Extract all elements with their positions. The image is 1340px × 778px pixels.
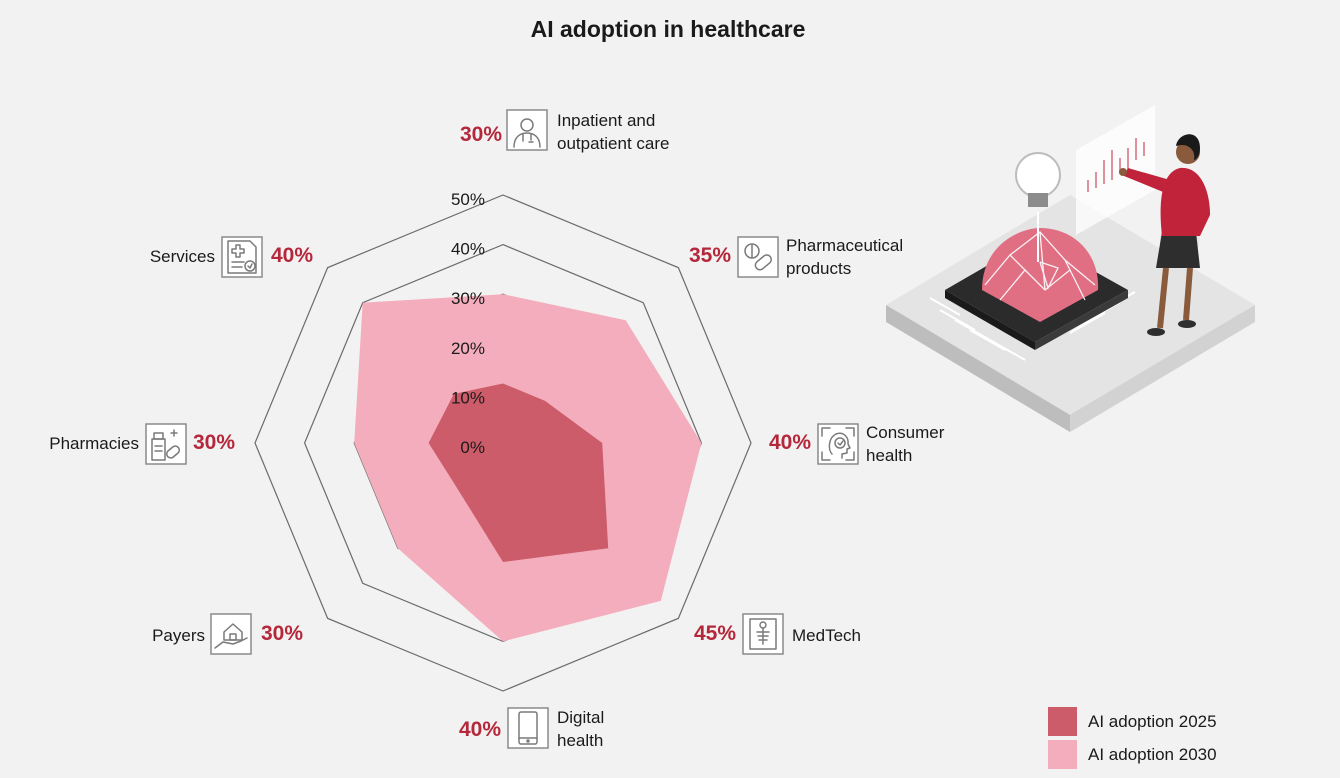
category-3: 45% MedTech: [694, 613, 861, 655]
category-value-label: 40%: [769, 431, 811, 454]
medical-document-icon: [221, 236, 263, 278]
legend: AI adoption 2025 AI adoption 2030: [1048, 707, 1217, 769]
legend-label-2025: AI adoption 2025: [1088, 712, 1217, 731]
category-2: 40% Consumer health: [769, 423, 945, 465]
grid-ring-50: [254, 194, 752, 692]
radial-tick-label: 50%: [451, 190, 485, 209]
chart-title: AI adoption in healthcare: [531, 16, 806, 42]
category-5: 30% Payers: [152, 613, 303, 655]
category-value-label: 30%: [460, 123, 502, 146]
radial-tick-label: 0%: [460, 438, 485, 457]
legend-label-2030: AI adoption 2030: [1088, 745, 1217, 764]
category-labels: 30% Inpatient and outpatient care 35% Pharma…: [49, 109, 945, 750]
category-value-label: 35%: [689, 244, 731, 267]
category-label: Consumer health: [866, 423, 945, 465]
category-4: 40% Digital health: [459, 707, 604, 750]
category-0: 30% Inpatient and outpatient care: [460, 109, 669, 153]
category-value-label: 30%: [193, 431, 235, 454]
category-label: Pharmaceutical products: [786, 236, 903, 278]
xray-icon: [742, 613, 784, 655]
legend-swatch-2030: [1048, 740, 1077, 769]
smartphone-icon: [507, 707, 549, 749]
category-1: 35% Pharmaceutical products: [689, 236, 903, 278]
category-label: MedTech: [792, 626, 861, 645]
pills-icon: [737, 236, 779, 278]
ai-chip-brain-illustration: [886, 105, 1255, 432]
category-value-label: 30%: [261, 622, 303, 645]
category-value-label: 40%: [271, 244, 313, 267]
radial-ticks: 0% 10% 20% 30% 40% 50%: [451, 190, 485, 457]
radial-tick-label: 10%: [451, 388, 485, 407]
radial-tick-label: 20%: [451, 339, 485, 358]
category-6: 30% Pharmacies: [49, 423, 235, 465]
category-label: Digital health: [557, 708, 604, 750]
category-label: Inpatient and outpatient care: [557, 111, 669, 153]
category-label: Pharmacies: [49, 434, 139, 453]
face-scan-icon: [817, 423, 859, 465]
category-value-label: 45%: [694, 622, 736, 645]
category-label: Payers: [152, 626, 205, 645]
doctor-icon: [506, 109, 548, 151]
radial-tick-label: 40%: [451, 240, 485, 259]
medicine-bottle-icon: [145, 423, 187, 465]
radar-series: [354, 294, 702, 642]
category-7: 40% Services: [150, 236, 313, 278]
series-area-ai-adoption-2025: [428, 383, 609, 563]
hand-house-icon: [210, 613, 252, 655]
category-value-label: 40%: [459, 718, 501, 741]
radial-tick-label: 30%: [451, 289, 485, 308]
legend-swatch-2025: [1048, 707, 1077, 736]
category-label: Services: [150, 247, 215, 266]
